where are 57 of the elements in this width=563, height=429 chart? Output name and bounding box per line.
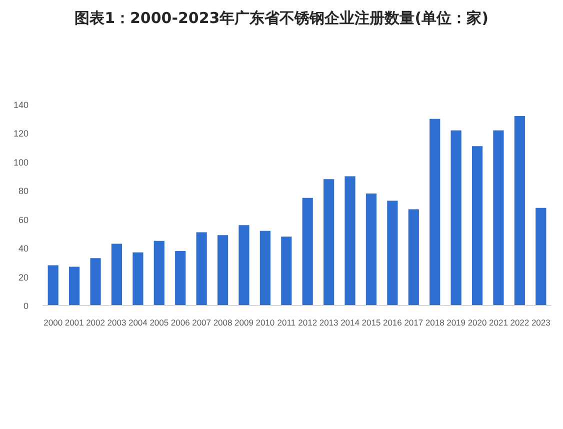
bar — [154, 240, 164, 306]
x-tick-label: 2016 — [382, 318, 402, 328]
x-tick-label: 2014 — [340, 318, 360, 328]
x-tick-label: 2013 — [319, 318, 339, 328]
y-tick-label: 80 — [18, 186, 29, 196]
x-tick-label: 2015 — [362, 318, 381, 328]
y-tick-label: 120 — [13, 128, 29, 139]
bar — [238, 225, 250, 306]
y-tick-label: 100 — [13, 157, 29, 168]
x-tick-label: 2020 — [468, 318, 487, 328]
bar — [90, 258, 101, 306]
y-tick-label: 140 — [13, 100, 29, 110]
bar — [514, 116, 525, 306]
x-tick-label: 2001 — [64, 318, 84, 328]
x-tick-label: 2000 — [44, 318, 63, 328]
y-tick-label: 20 — [18, 272, 29, 282]
x-tick-label: 2017 — [404, 318, 424, 328]
bar — [536, 208, 546, 306]
x-tick-label: 2004 — [128, 318, 148, 328]
bar — [344, 176, 356, 306]
x-tick-label: 2008 — [213, 318, 232, 328]
bar — [281, 236, 292, 306]
y-tick-label: 40 — [18, 244, 29, 254]
x-tick-label: 2006 — [170, 318, 190, 328]
chart-title: 图表1：2000-2023年广东省不锈钢企业注册数量(单位：家) — [74, 8, 488, 29]
x-tick-label: 2021 — [489, 318, 508, 328]
y-tick-label: 60 — [18, 214, 29, 225]
bar — [324, 179, 334, 306]
x-tick-label: 2022 — [510, 318, 530, 328]
bar — [111, 244, 122, 306]
bar — [387, 200, 398, 306]
bar — [196, 232, 207, 306]
bar — [366, 194, 377, 306]
x-tick-label: 2002 — [86, 318, 106, 328]
bar — [408, 209, 419, 306]
x-tick-label: 2018 — [425, 318, 445, 328]
x-tick-label: 2011 — [277, 318, 296, 328]
bar — [69, 266, 80, 306]
bar — [450, 130, 462, 306]
x-tick-label: 2009 — [234, 318, 254, 328]
bar — [48, 265, 58, 306]
x-tick-label: 2023 — [531, 318, 551, 328]
bar — [132, 252, 144, 306]
bar — [260, 230, 270, 306]
bar — [302, 198, 313, 306]
x-tick-label: 2007 — [192, 318, 212, 328]
bar — [217, 235, 228, 306]
x-tick-label: 2019 — [446, 318, 466, 328]
bar — [430, 118, 440, 306]
x-tick-label: 2003 — [107, 318, 126, 328]
bar — [493, 130, 504, 306]
x-tick-label: 2010 — [256, 318, 275, 328]
x-tick-label: 2005 — [150, 318, 169, 328]
bar — [175, 250, 186, 306]
y-tick-label: 0 — [23, 301, 29, 311]
bar — [472, 146, 483, 306]
x-tick-label: 2012 — [298, 318, 318, 328]
